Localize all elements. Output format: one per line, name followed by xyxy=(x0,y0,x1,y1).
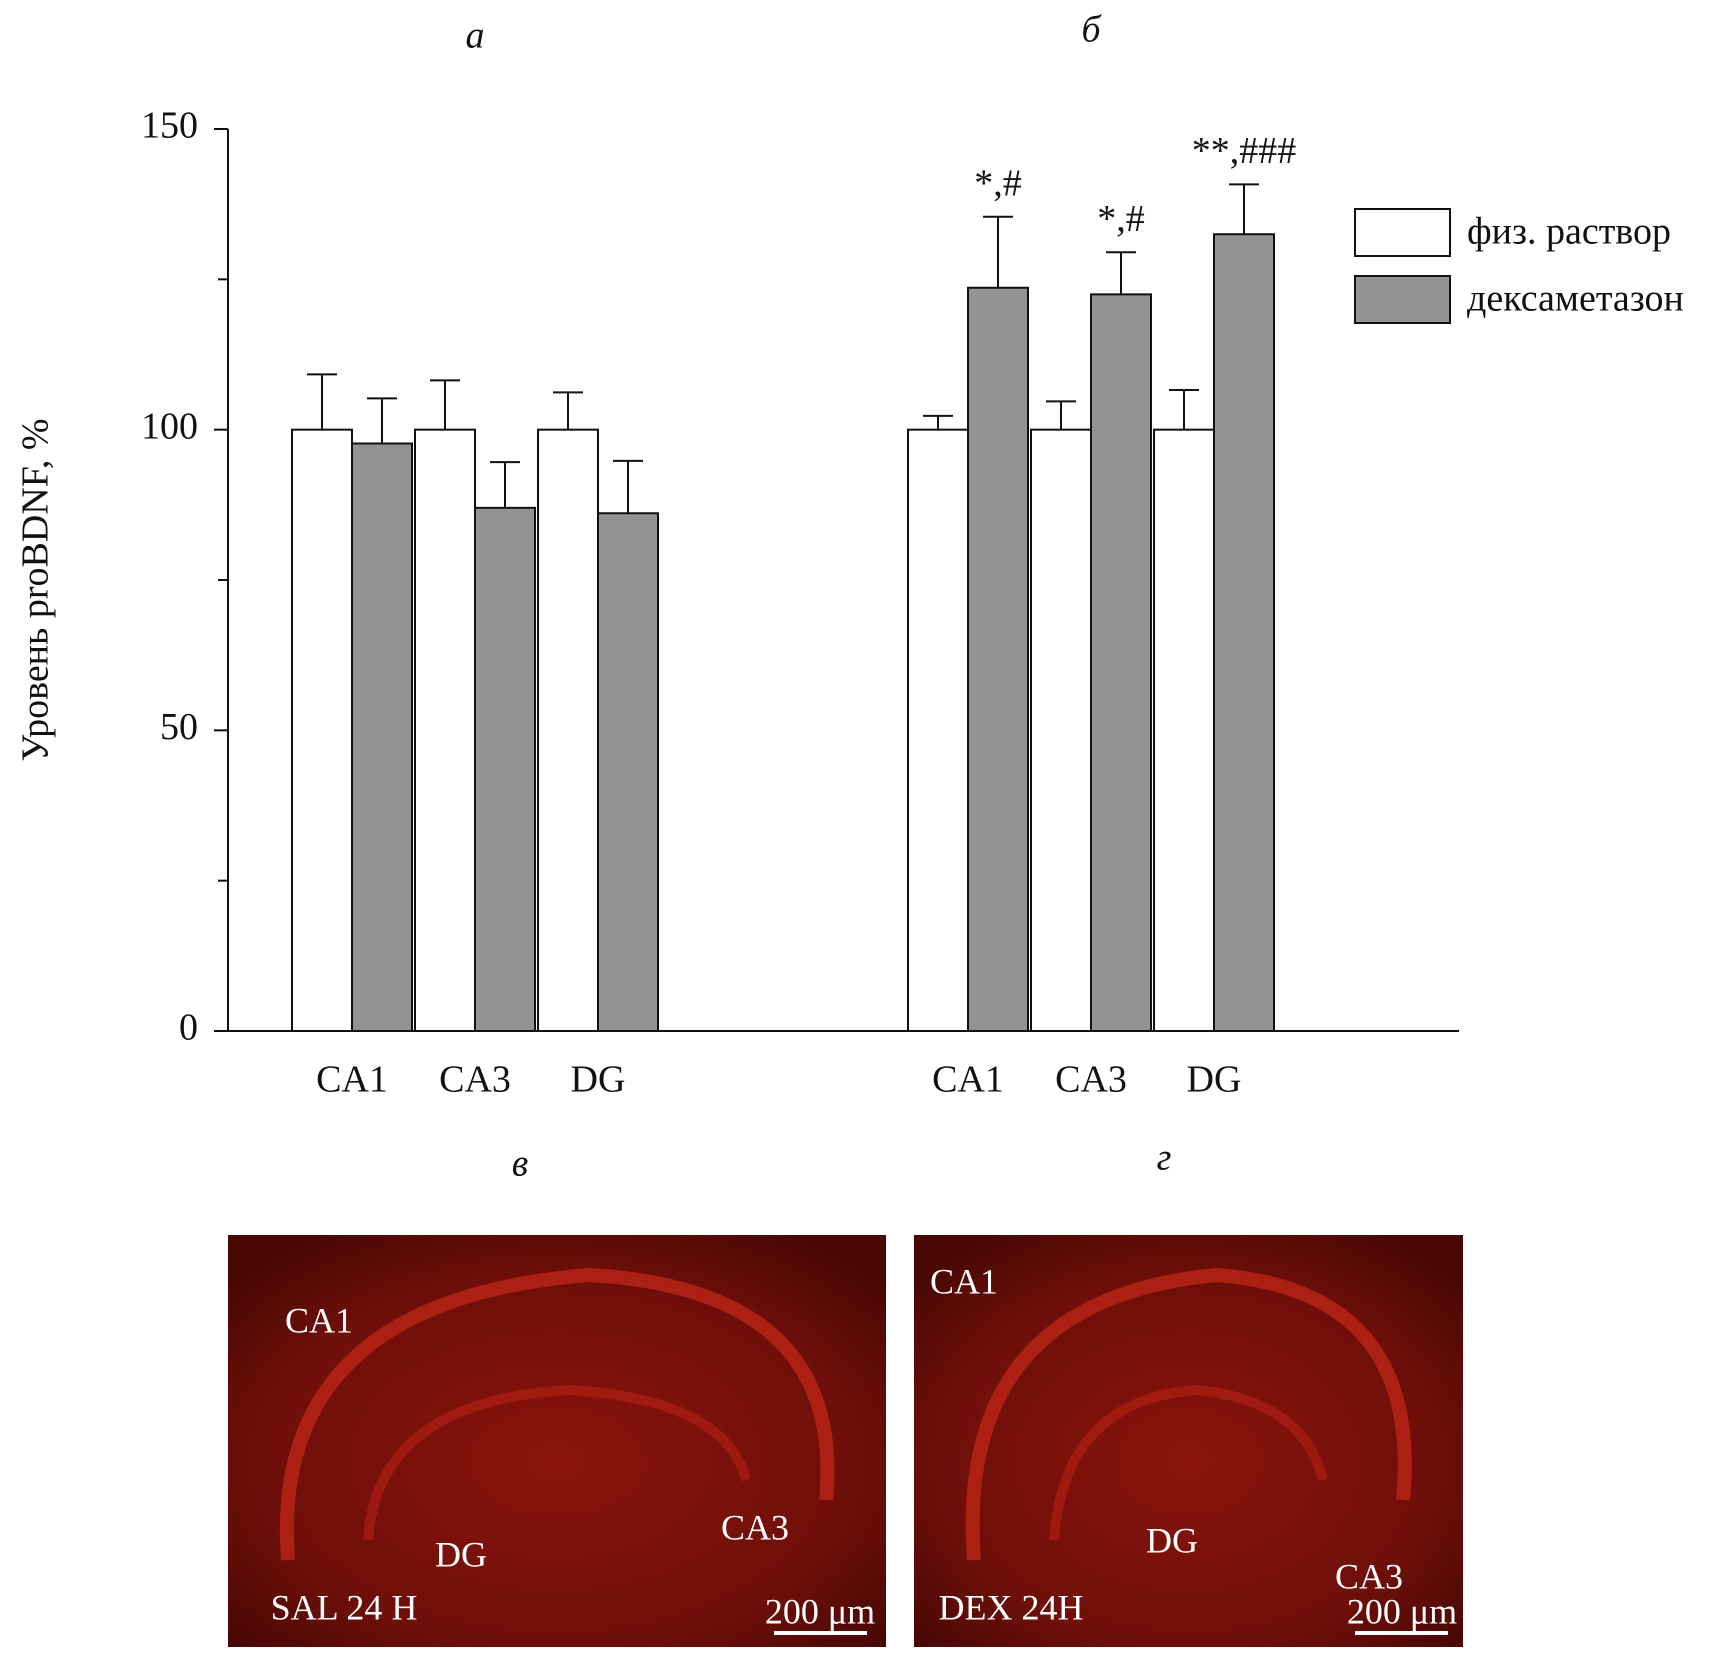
x-tick-label: DG xyxy=(571,1059,626,1101)
scale-label: 200 μm xyxy=(765,1591,875,1631)
panel-label: б xyxy=(1081,9,1102,51)
bar xyxy=(1153,428,1215,1032)
error-bar xyxy=(307,373,337,430)
bar xyxy=(537,428,599,1032)
bar xyxy=(1090,293,1152,1033)
error-bar xyxy=(367,397,397,444)
bar xyxy=(597,512,659,1032)
region-label: DG xyxy=(435,1534,487,1574)
legend-swatch xyxy=(1354,208,1451,257)
error-bar xyxy=(923,414,953,430)
y-tick-label: 0 xyxy=(179,1007,198,1049)
region-label: DG xyxy=(1146,1520,1198,1560)
error-bar xyxy=(553,391,583,430)
x-tick-label: DG xyxy=(1187,1059,1242,1101)
region-label: CA1 xyxy=(930,1261,998,1301)
panel-label: г xyxy=(1157,1137,1172,1179)
error-bar xyxy=(1106,251,1136,295)
error-bar xyxy=(430,379,460,430)
bar xyxy=(291,428,353,1032)
tissue-band xyxy=(279,1267,835,1561)
bar xyxy=(474,506,536,1032)
tissue-band xyxy=(363,1384,751,1541)
error-bar xyxy=(983,215,1013,288)
error-bar xyxy=(1046,400,1076,430)
micrograph xyxy=(914,1235,1463,1647)
region-label: CA3 xyxy=(1335,1556,1403,1596)
bar xyxy=(967,286,1029,1032)
legend-label: дексаметазон xyxy=(1467,278,1684,320)
bar xyxy=(1030,428,1092,1032)
region-label: CA3 xyxy=(721,1507,789,1547)
x-tick-label: CA3 xyxy=(439,1059,511,1101)
x-tick-label: CA3 xyxy=(1055,1059,1127,1101)
legend-label: физ. раствор xyxy=(1467,211,1671,253)
micrograph xyxy=(228,1235,886,1647)
image-caption: DEX 24H xyxy=(939,1587,1084,1627)
x-tick-label: CA1 xyxy=(932,1059,1004,1101)
error-bar xyxy=(490,461,520,508)
bar xyxy=(414,428,476,1032)
bar xyxy=(1213,233,1275,1032)
error-bar xyxy=(613,459,643,514)
scale-label: 200 μm xyxy=(1347,1591,1457,1631)
y-tick-label: 50 xyxy=(160,706,198,748)
significance-label: *,# xyxy=(974,163,1022,205)
y-axis-label: Уровень proBDNF, % xyxy=(15,419,57,762)
error-bar xyxy=(1169,388,1199,430)
panel-label: а xyxy=(466,15,485,57)
significance-label: **,### xyxy=(1192,130,1297,172)
tissue-band xyxy=(1049,1384,1328,1541)
panel-label: в xyxy=(512,1143,529,1185)
bar xyxy=(907,428,969,1032)
x-tick-label: CA1 xyxy=(316,1059,388,1101)
image-caption: SAL 24 H xyxy=(271,1587,418,1627)
error-bar xyxy=(1229,183,1259,235)
region-label: CA1 xyxy=(285,1300,353,1340)
significance-label: *,# xyxy=(1097,198,1145,240)
bar xyxy=(351,442,413,1033)
y-tick-label: 150 xyxy=(141,105,198,147)
legend-swatch xyxy=(1354,275,1451,324)
y-tick-label: 100 xyxy=(141,405,198,447)
tissue-band xyxy=(965,1267,1412,1561)
